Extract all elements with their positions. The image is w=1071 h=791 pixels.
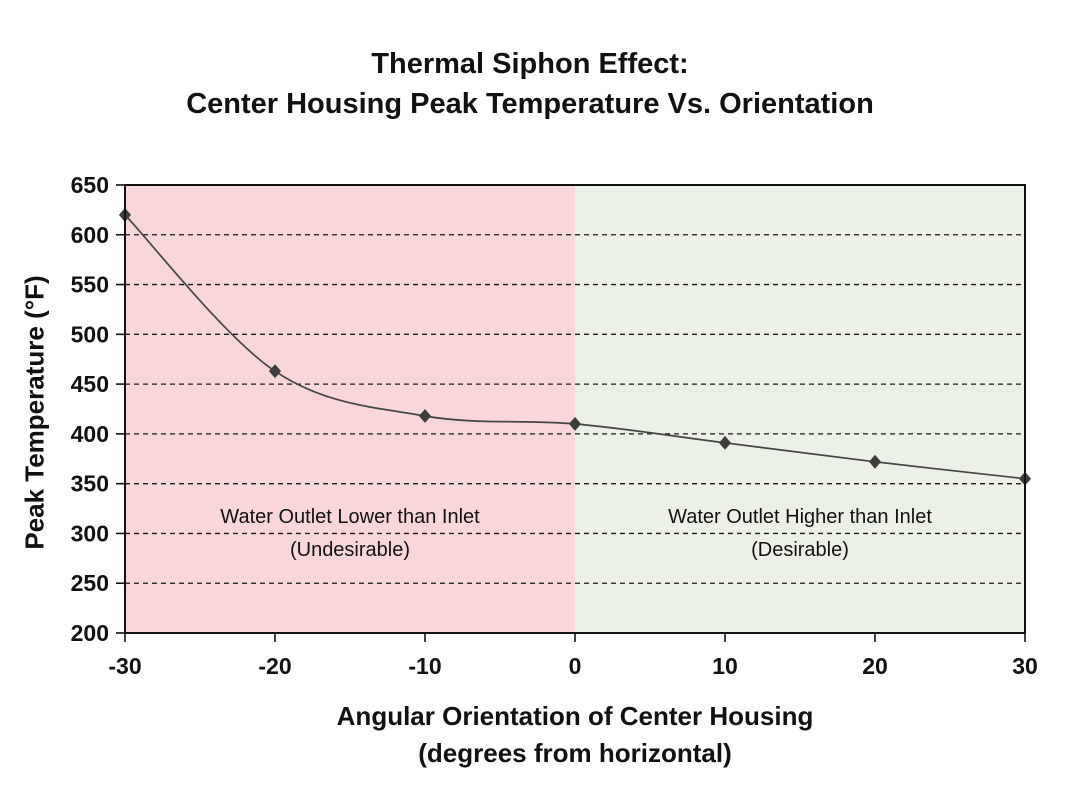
y-tick-label-250: 250 <box>71 570 109 596</box>
x-tick-label-10: 10 <box>712 653 738 679</box>
x-axis-title-line1: Angular Orientation of Center Housing <box>336 701 814 731</box>
x-tick-label--10: -10 <box>408 653 441 679</box>
data-point-marker-0 <box>568 416 582 431</box>
annotation-desirable-line2: (Desirable) <box>751 539 849 561</box>
annotation-undesirable-line2: (Undesirable) <box>289 539 411 561</box>
region-band-1 <box>575 185 1025 633</box>
chart-title-line1: Thermal Siphon Effect: <box>371 48 689 80</box>
y-tick-label-500: 500 <box>71 321 109 347</box>
y-tick-label-200: 200 <box>71 620 109 646</box>
x-axis-title-line2: (degrees from horizontal) <box>418 738 732 768</box>
annotation-undesirable-line1: Water Outlet Lower than Inlet <box>220 506 480 528</box>
x-tick-label--30: -30 <box>108 653 141 679</box>
data-series <box>118 207 1032 486</box>
y-tick-label-550: 550 <box>71 272 109 298</box>
data-point-marker--10 <box>418 409 432 423</box>
annotation-desirable-line1: Water Outlet Higher than Inlet <box>668 506 932 528</box>
x-axis-title: Angular Orientation of Center Housing (d… <box>225 698 925 772</box>
annotation-undesirable-region: Water Outlet Lower than Inlet (Undesirab… <box>220 501 479 567</box>
x-tick-label-20: 20 <box>862 653 888 679</box>
x-tick-label-0: 0 <box>569 653 582 679</box>
gridlines <box>125 234 1025 584</box>
data-point-marker-10 <box>718 435 732 450</box>
background-regions <box>125 185 1025 633</box>
region-band-0 <box>125 185 575 633</box>
y-tick-label-350: 350 <box>71 471 109 497</box>
chart-title-line2: Center Housing Peak Temperature Vs. Orie… <box>186 88 874 120</box>
plot-border <box>124 184 1026 634</box>
y-tick-label-600: 600 <box>71 222 109 248</box>
chart-title: Thermal Siphon Effect: Center Housing Pe… <box>0 44 1060 124</box>
y-tick-label-300: 300 <box>71 520 109 546</box>
annotation-desirable-region: Water Outlet Higher than Inlet (Desirabl… <box>668 501 932 567</box>
x-tick-label-30: 30 <box>1012 653 1038 679</box>
data-point-marker--20 <box>268 364 282 379</box>
y-tick-label-450: 450 <box>71 371 109 397</box>
data-point-marker-20 <box>868 454 882 469</box>
y-tick-label-650: 650 <box>71 172 109 198</box>
axis-ticks <box>116 184 1026 642</box>
y-tick-label-400: 400 <box>71 421 109 447</box>
axis-tick-labels: 200 250 300 350 400 450 500 550 600 650 -30 -20 -10 0… <box>71 172 1038 679</box>
y-axis-title: Peak Temperature (°F) <box>19 275 50 550</box>
x-tick-label--20: -20 <box>258 653 291 679</box>
